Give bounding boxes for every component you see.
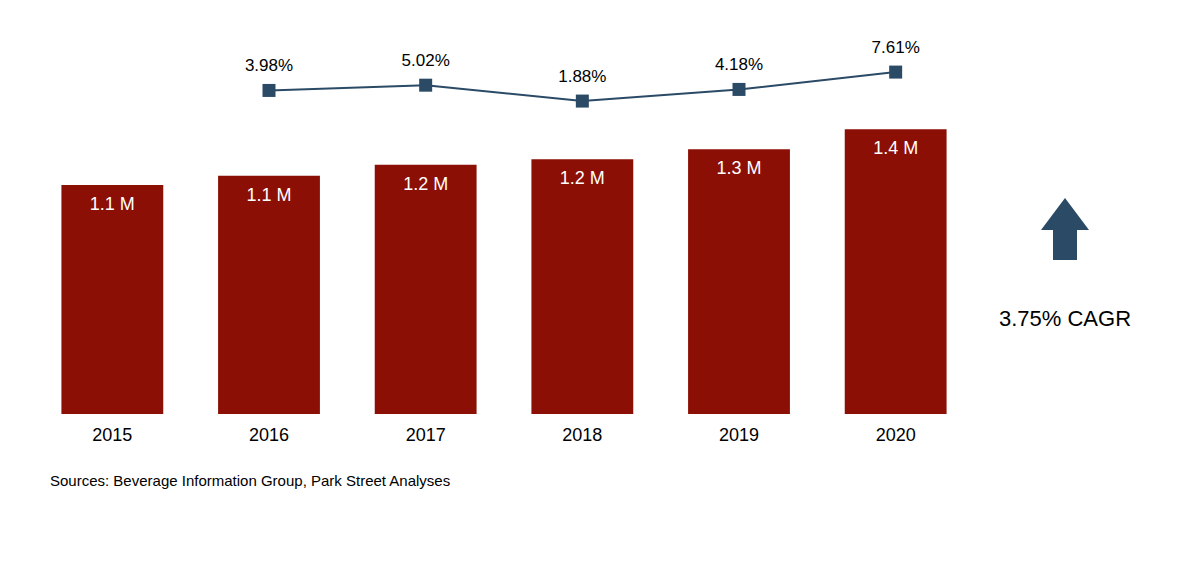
svg-text:2015: 2015 xyxy=(92,425,132,445)
svg-text:3.98%: 3.98% xyxy=(245,56,293,75)
svg-text:1.1 M: 1.1 M xyxy=(90,194,135,214)
svg-text:2018: 2018 xyxy=(562,425,602,445)
svg-text:2020: 2020 xyxy=(876,425,916,445)
svg-text:1.1 M: 1.1 M xyxy=(246,185,291,205)
svg-text:2016: 2016 xyxy=(249,425,289,445)
svg-text:2017: 2017 xyxy=(406,425,446,445)
svg-text:1.2 M: 1.2 M xyxy=(403,174,448,194)
svg-text:3.75% CAGR: 3.75% CAGR xyxy=(999,306,1131,331)
svg-text:4.18%: 4.18% xyxy=(715,55,763,74)
svg-text:Sources: Beverage Information: Sources: Beverage Information Group, Par… xyxy=(50,472,450,489)
svg-text:1.2 M: 1.2 M xyxy=(560,168,605,188)
svg-text:5.02%: 5.02% xyxy=(402,51,450,70)
svg-text:1.88%: 1.88% xyxy=(558,67,606,86)
svg-text:1.3 M: 1.3 M xyxy=(716,158,761,178)
svg-text:1.4 M: 1.4 M xyxy=(873,138,918,158)
svg-text:7.61%: 7.61% xyxy=(872,38,920,57)
svg-text:2019: 2019 xyxy=(719,425,759,445)
